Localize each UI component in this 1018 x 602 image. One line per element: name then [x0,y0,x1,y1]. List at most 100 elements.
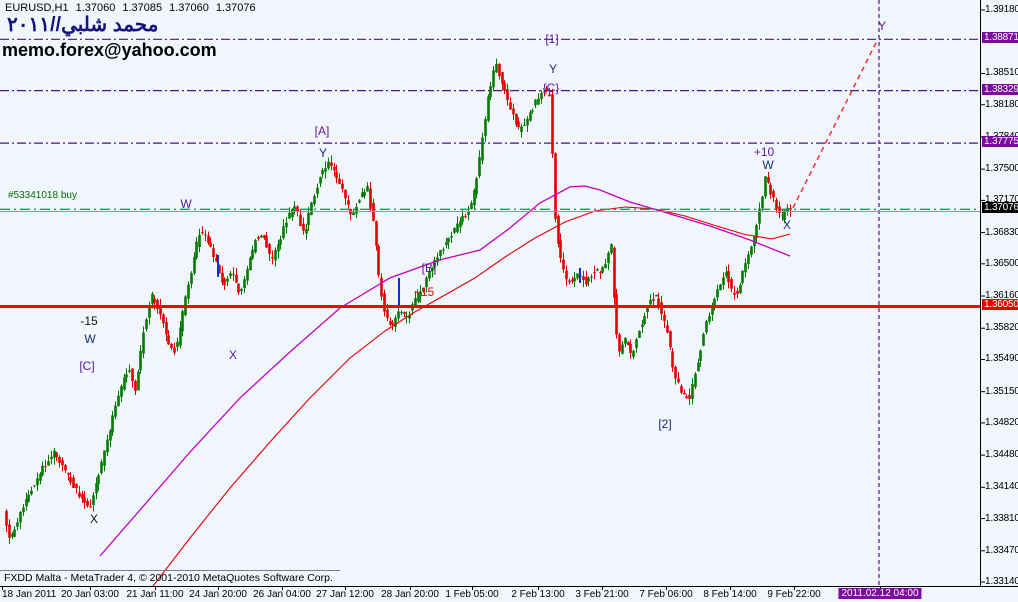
candle-body [565,270,568,280]
candle-body [716,289,719,298]
wave-label--15[interactable]: -15 [80,314,98,328]
wave-label-B[interactable]: [B] [421,261,437,275]
wave-label-W[interactable]: W [84,332,96,346]
wave-label-15[interactable]: +15 [413,285,435,299]
candle-body [705,321,708,333]
candle-body [587,278,590,282]
candle-body [470,202,473,210]
candle-body [235,274,238,283]
wave-label-Y[interactable]: Y [318,146,328,160]
candle-body [207,235,210,243]
candle-body [53,450,56,458]
candle-body [615,294,618,335]
candle-body [422,287,425,292]
candle-body [489,86,492,97]
candle-body [677,378,680,383]
candle-body [554,153,557,220]
wave-label-10[interactable]: +10 [753,145,775,159]
candle-body [725,272,728,276]
time-tick-label: 26 Jan 04:00 [253,589,311,600]
candle-body [590,276,593,278]
price-tick-label: 1.33470 [985,544,1018,556]
wave-label-X[interactable]: X [782,218,792,232]
candle-body [425,277,428,288]
candle-body [593,272,596,274]
candle-body [548,94,551,97]
price-tick-label: 1.34140 [985,481,1018,493]
candle-body [475,178,478,195]
wave-label-2[interactable]: [2] [658,417,672,431]
candle-body [137,371,140,391]
candle-body [307,212,310,225]
wave-label-Y[interactable]: Y [548,62,558,76]
candle-body [92,495,95,506]
candle-body [89,506,92,508]
candle-body [781,215,784,217]
candle-body [75,483,78,488]
candle-body [176,341,179,348]
candle-body [551,94,554,154]
time-tick-label: 18 Jan 2011 [2,589,57,600]
candle-body [25,498,28,507]
candle-body [134,380,137,391]
candle-body [733,292,736,295]
candle-body [232,274,235,276]
wave-label-Y[interactable]: Y [877,19,887,33]
candle-body [531,110,534,112]
candle-body [456,223,459,233]
candle-body [655,294,658,297]
wave-label-W[interactable]: W [762,158,774,172]
candle-body [145,319,148,329]
candle-body [433,260,436,268]
wave-label-C[interactable]: [C] [79,359,95,373]
price-tag-1.37775: 1.37775 [982,136,1018,148]
wave-label-A[interactable]: [A] [314,124,330,138]
candle-body [173,347,176,353]
candle-body [153,298,156,303]
candle-body [58,457,61,463]
time-tick-label: 8 Feb 14:00 [703,589,757,600]
candle-body [478,157,481,177]
candle-body [526,118,529,126]
candle-body [375,221,378,246]
wave-label-C[interactable]: {C} [542,81,560,95]
candle-body [296,206,299,211]
candle-body [778,206,781,214]
projection-trendline[interactable] [792,40,878,209]
candle-body [361,192,364,198]
candle-body [114,405,117,417]
candle-body [170,343,173,348]
wave-label-X[interactable]: X [228,348,238,362]
price-tick-label: 1.39180 [985,4,1018,16]
price-tick-label: 1.34480 [985,449,1018,461]
wave-label-1[interactable]: [1] [545,32,559,46]
price-tick-label: 1.33810 [985,512,1018,524]
candle-body [44,466,47,468]
ma-fast-line [99,185,791,557]
candle-body [624,337,627,344]
price-tick-label: 1.35150 [985,385,1018,397]
candle-body [750,246,753,255]
candle-body [688,394,691,399]
candle-body [179,327,182,346]
wave-label-X[interactable]: X [89,512,99,526]
candle-body [246,269,249,281]
candle-body [64,465,67,471]
candle-body [484,119,487,136]
plot-area[interactable] [0,0,980,590]
candle-body [347,200,350,205]
candle-body [442,249,445,251]
candle-body [162,314,165,324]
candle-body [195,241,198,258]
candle-body [335,171,338,179]
buy-order-label[interactable]: #53341018 buy [8,190,77,201]
wave-label-W[interactable]: W [180,197,192,211]
candle-body [193,256,196,274]
candle-body [646,307,649,313]
candle-body [562,259,565,270]
candle-body [263,235,266,239]
candle-body [156,299,159,309]
candle-body [313,196,316,205]
candle-body [767,176,770,183]
